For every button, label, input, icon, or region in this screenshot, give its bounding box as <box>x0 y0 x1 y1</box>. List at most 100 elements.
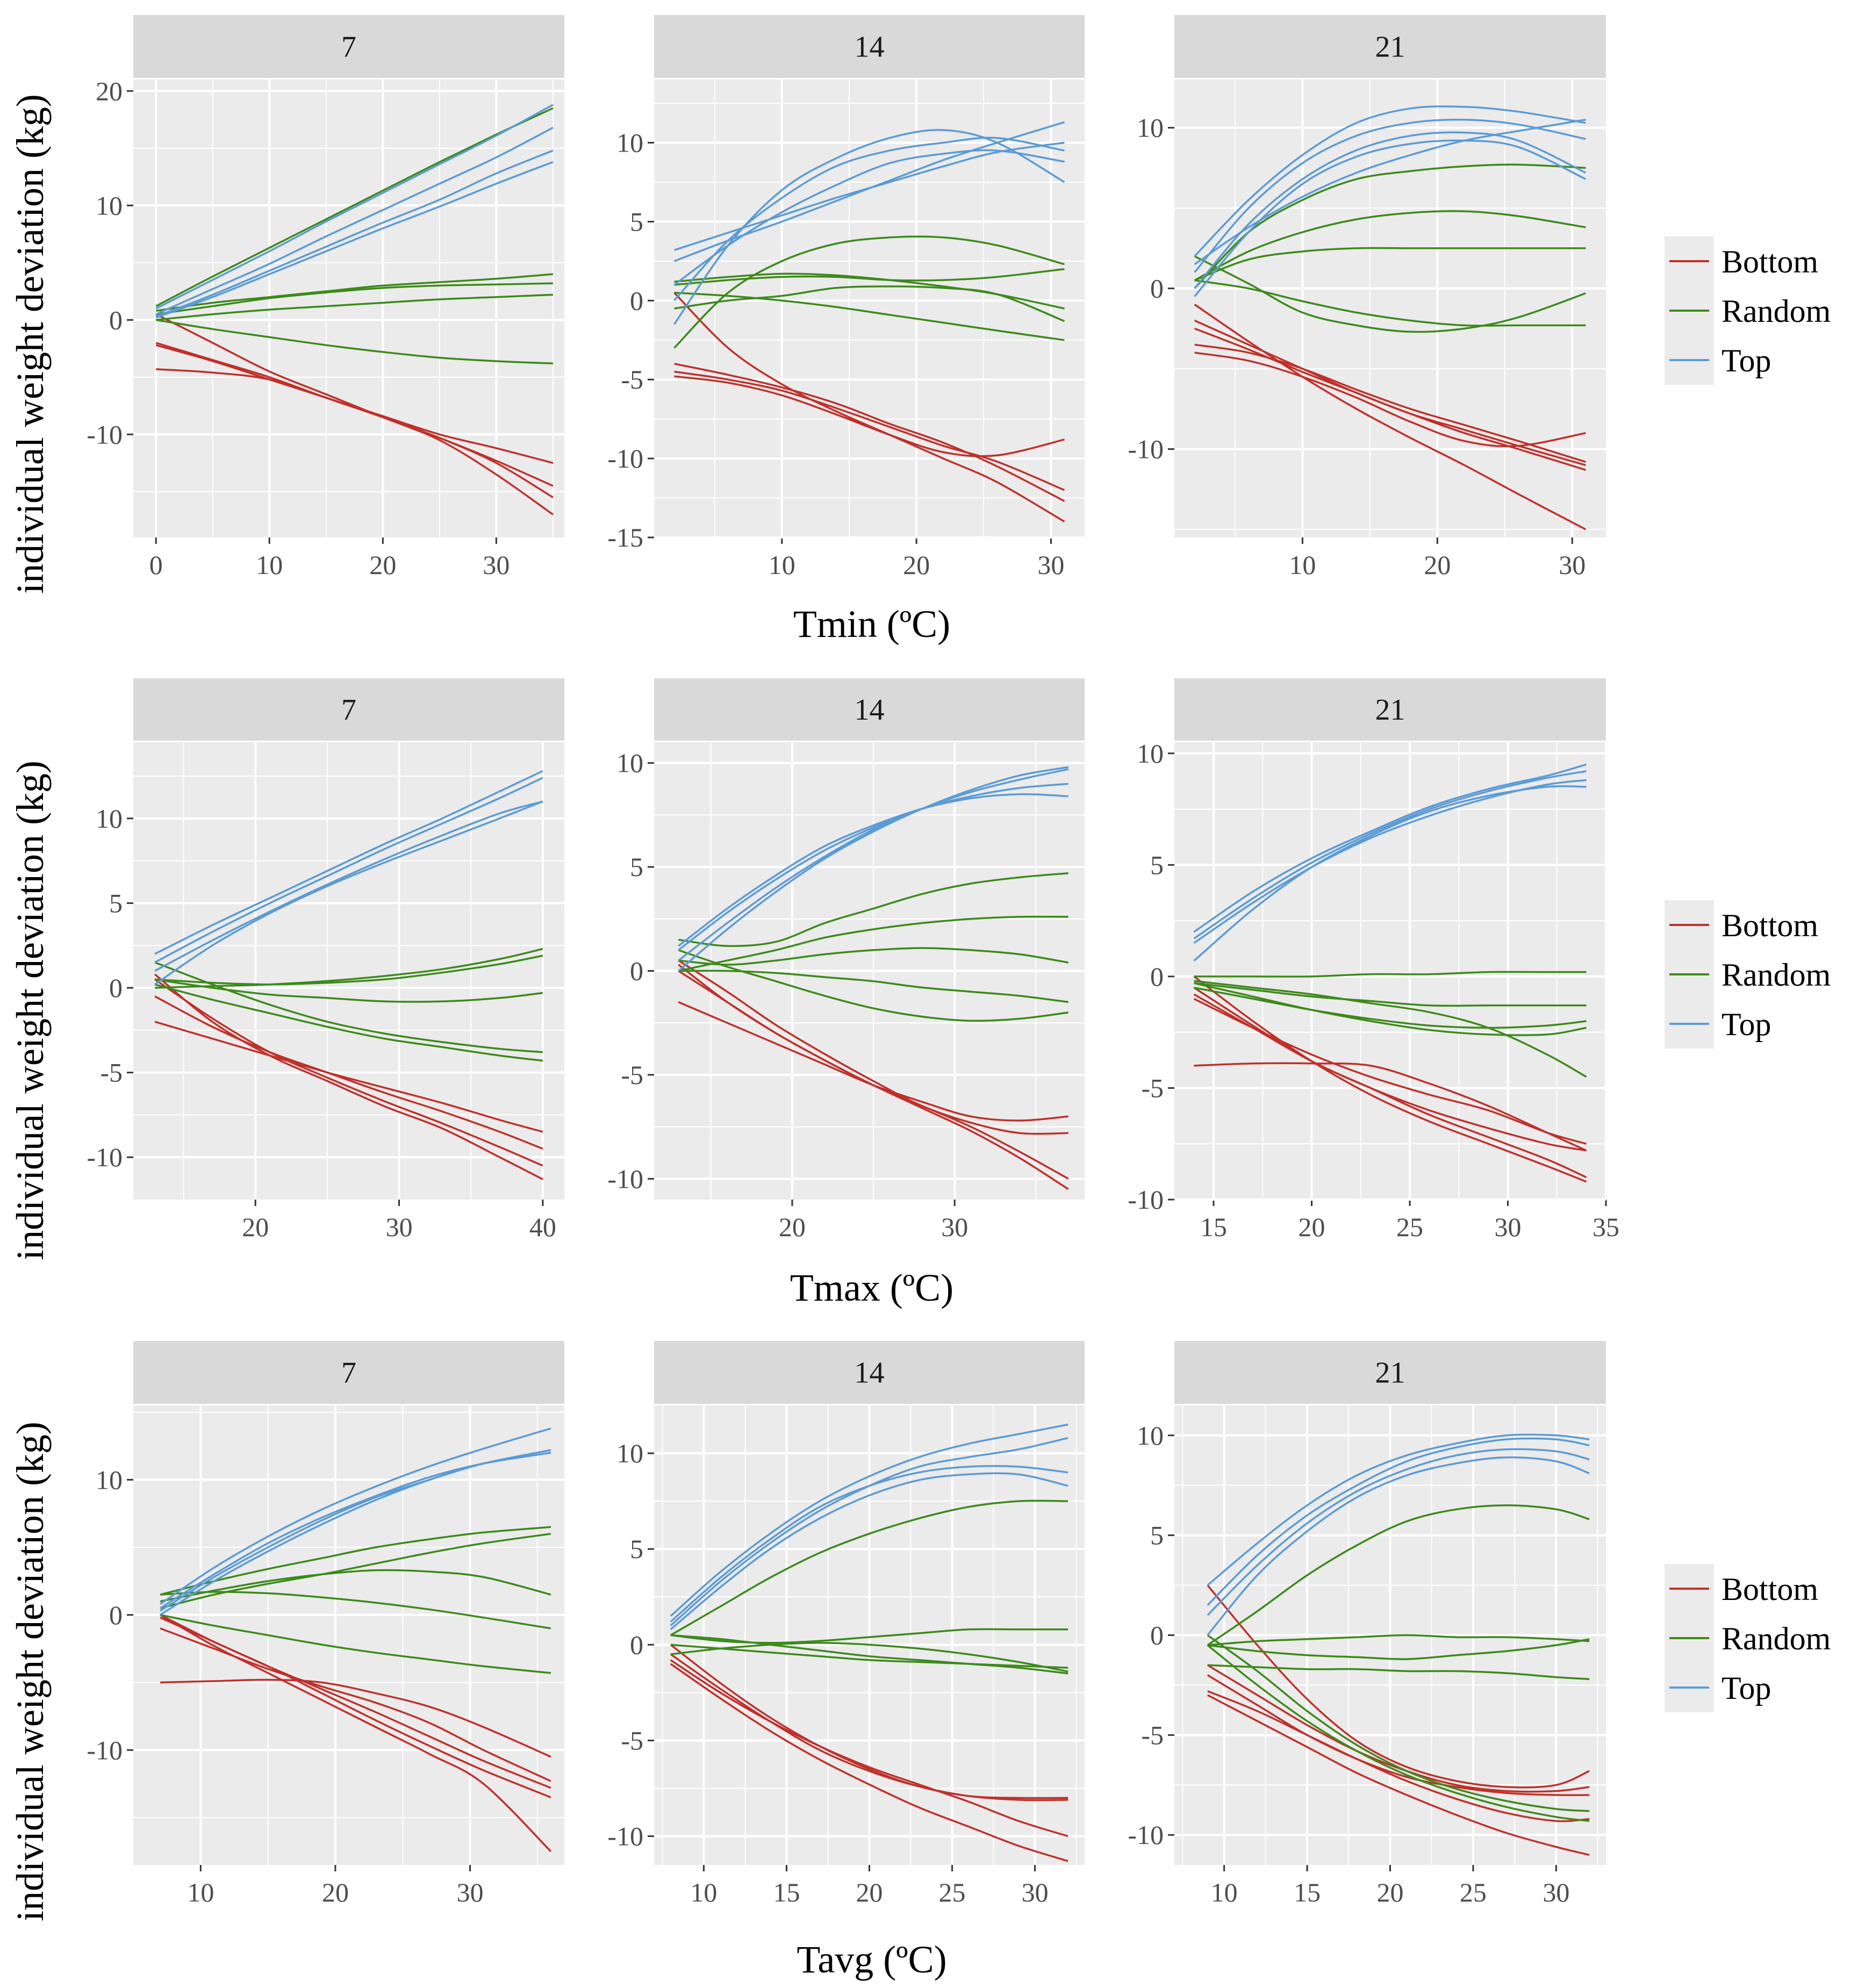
series-line-random-r2c1-6 <box>154 978 543 1003</box>
series-line-random-r3c3-8 <box>1207 1664 1590 1681</box>
series-line-top-r1c3-13 <box>1194 139 1587 297</box>
y-tick-label-r3c3-2: 0 <box>1150 1620 1164 1650</box>
series-line-top-r2c3-11 <box>1193 770 1587 939</box>
y-tick-label-r1c2-0: -15 <box>607 522 643 552</box>
strip-label-r2c2: 14 <box>855 693 885 727</box>
series-line-bottom-r3c1-2 <box>160 1617 551 1789</box>
series-line-random-r2c1-7 <box>154 961 543 1053</box>
series-line-bottom-r1c1-3 <box>156 368 554 498</box>
x-tick-label-r3c2-2: 20 <box>856 1877 883 1907</box>
series-line-bottom-r1c2-1 <box>674 363 1065 502</box>
series-line-bottom-r3c1-3 <box>160 1627 551 1782</box>
panel-r2c1: 7 20 30 40 -10 -5 0 5 10 <box>87 678 564 1242</box>
y-tick-label-r1c3-0: -10 <box>1128 434 1164 464</box>
y-tick-label-r1c2-2: -5 <box>621 364 643 394</box>
y-tick-label-r2c3-0: -10 <box>1128 1185 1164 1215</box>
series-group-r3c2 <box>670 1423 1068 1862</box>
legend-label-top-1: Top <box>1721 343 1771 378</box>
series-line-random-r2c1-5 <box>155 954 543 986</box>
x-tick-label-r3c1-0: 10 <box>187 1877 214 1907</box>
series-line-top-r3c2-12 <box>670 1472 1068 1631</box>
y-tick-label-r1c3-1: 0 <box>1150 274 1164 304</box>
legend-label-bottom-2: Bottom <box>1721 908 1818 943</box>
legend-label-top-2: Top <box>1721 1007 1771 1042</box>
strip-label-r1c3: 21 <box>1375 31 1405 64</box>
y-tick-label-r1c1-0: -10 <box>87 419 123 449</box>
series-line-top-r1c1-10 <box>155 126 554 315</box>
legend-label-bottom-3: Bottom <box>1721 1571 1818 1607</box>
series-line-top-r2c1-9 <box>154 770 543 955</box>
y-tick-label-r3c3-0: -10 <box>1128 1820 1164 1850</box>
series-group-r2c2 <box>678 766 1069 1190</box>
series-line-random-r2c3-6 <box>1194 980 1587 1078</box>
series-line-bottom-r2c2-2 <box>678 959 1068 1135</box>
panel-r1c1: 7 0 10 20 30 -10 0 10 20 <box>87 15 564 580</box>
series-line-random-r3c1-5 <box>160 1526 551 1596</box>
x-tick-label-r1c3-1: 20 <box>1424 550 1451 580</box>
series-line-random-r2c2-4 <box>678 872 1068 947</box>
y-tick-label-r3c1-2: 10 <box>96 1465 123 1495</box>
x-tick-label-r1c1-0: 0 <box>149 550 163 580</box>
series-line-random-r3c3-7 <box>1207 1638 1590 1660</box>
y-tick-label-r2c1-2: 0 <box>109 973 123 1003</box>
series-line-random-r3c2-8 <box>670 1634 1068 1675</box>
series-line-bottom-r2c1-1 <box>154 978 543 1167</box>
x-tick-label-r1c1-3: 30 <box>483 550 510 580</box>
series-line-top-r2c2-10 <box>678 783 1068 951</box>
strip-r2c1 <box>133 678 564 741</box>
series-line-top-r1c1-12 <box>155 161 554 319</box>
series-line-bottom-r3c2-0 <box>670 1663 1068 1862</box>
series-line-top-r1c3-12 <box>1194 131 1587 289</box>
series-line-random-r1c3-8 <box>1194 279 1586 327</box>
series-line-bottom-r1c2-0 <box>673 292 1065 523</box>
plot-area-r3c1 <box>133 1405 564 1865</box>
series-line-bottom-r1c3-0 <box>1194 304 1587 530</box>
x-tick-label-r2c3-2: 25 <box>1396 1212 1423 1242</box>
series-line-random-r2c1-8 <box>154 984 543 1062</box>
y-tick-label-r2c3-4: 10 <box>1137 738 1164 769</box>
y-tick-label-r3c2-1: -5 <box>621 1725 643 1755</box>
series-line-random-r1c3-7 <box>1194 247 1586 282</box>
strip-label-r3c2: 14 <box>855 1357 885 1390</box>
series-line-random-r3c1-6 <box>160 1533 551 1609</box>
series-line-random-r3c2-7 <box>670 1643 1068 1669</box>
strip-r2c2 <box>654 678 1085 741</box>
series-line-top-r2c1-11 <box>154 800 543 972</box>
series-group-r2c1 <box>154 770 543 1180</box>
strip-r1c1 <box>133 15 564 78</box>
series-line-random-r1c3-9 <box>1194 255 1586 333</box>
series-line-bottom-r2c1-0 <box>154 973 543 1180</box>
legend-2: Bottom Random Top <box>1665 900 1831 1049</box>
series-line-top-r2c3-13 <box>1193 785 1587 962</box>
series-line-bottom-r3c3-3 <box>1207 1690 1590 1822</box>
series-line-top-r3c3-11 <box>1207 1433 1590 1586</box>
series-group-r1c2 <box>673 121 1065 523</box>
x-tick-label-r2c1-2: 40 <box>529 1212 556 1242</box>
y-tick-label-r1c2-1: -10 <box>607 443 643 473</box>
series-line-random-r3c1-9 <box>160 1614 551 1674</box>
series-line-top-r2c1-10 <box>154 777 543 964</box>
y-tick-label-r2c2-1: -5 <box>621 1060 643 1090</box>
series-line-random-r3c2-4 <box>670 1499 1068 1637</box>
strip-r3c2 <box>654 1341 1085 1404</box>
x-tick-label-r3c2-1: 15 <box>773 1877 800 1907</box>
series-line-random-r1c1-7 <box>155 319 553 364</box>
legend-label-random-1: Random <box>1721 293 1831 329</box>
strip-label-r3c1: 7 <box>341 1357 356 1390</box>
x-tick-label-r1c3-2: 30 <box>1559 550 1586 580</box>
legend-label-bottom-1: Bottom <box>1721 244 1818 279</box>
strip-label-r1c1: 7 <box>341 31 356 64</box>
series-line-bottom-r3c3-2 <box>1207 1674 1590 1796</box>
series-line-bottom-r1c3-4 <box>1194 351 1586 448</box>
strip-label-r3c3: 21 <box>1375 1357 1405 1390</box>
panel-r3c3: 21 10 15 20 25 30 -10 -5 0 5 10 <box>1128 1341 1606 1907</box>
series-line-random-r2c3-8 <box>1194 986 1587 1029</box>
x-tick-label-r3c3-0: 10 <box>1211 1877 1238 1907</box>
series-line-random-r3c1-7 <box>160 1569 551 1603</box>
x-axis-title-row-3: Tavg (ºC) <box>797 1938 946 1981</box>
series-line-bottom-r2c2-3 <box>678 1001 1068 1122</box>
series-line-top-r3c3-14 <box>1207 1456 1590 1636</box>
strip-r1c3 <box>1174 15 1606 78</box>
series-line-bottom-r1c2-2 <box>674 370 1065 491</box>
